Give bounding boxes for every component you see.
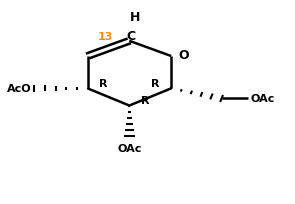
Text: R: R xyxy=(99,79,108,89)
Text: OAc: OAc xyxy=(117,143,142,153)
Text: H: H xyxy=(130,11,140,23)
Text: R: R xyxy=(141,96,149,106)
Text: C: C xyxy=(127,30,136,43)
Text: OAc: OAc xyxy=(250,94,275,104)
Text: R: R xyxy=(151,79,160,89)
Text: AcO: AcO xyxy=(7,84,31,94)
Text: 13: 13 xyxy=(98,32,114,42)
Text: O: O xyxy=(178,49,189,62)
